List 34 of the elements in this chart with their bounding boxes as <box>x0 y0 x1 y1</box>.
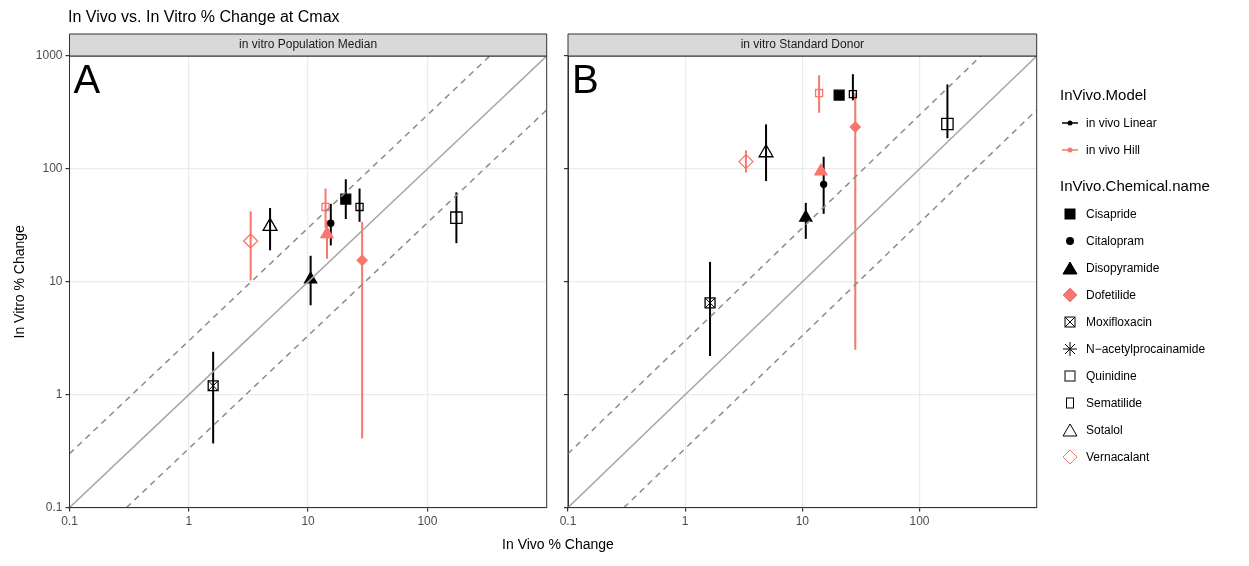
legend-label: Sotalol <box>1085 421 1124 439</box>
y-axis-title: In Vitro % Change <box>11 224 28 339</box>
legend-label: in vivo Linear <box>1085 114 1158 132</box>
y-tick-label: 10 <box>49 274 63 289</box>
x-tick-label: 1 <box>681 514 689 529</box>
x-axis-title: In Vivo % Change <box>501 536 615 552</box>
x-tick-label: 0.1 <box>559 514 577 529</box>
y-tick-label: 100 <box>42 161 63 176</box>
chart-subtitle: in vitro Population Median <box>239 37 378 52</box>
legend-label: Citalopram <box>1085 232 1146 250</box>
annotation: B <box>572 57 599 102</box>
legend-label: Moxifloxacin <box>1085 313 1154 331</box>
legend-label: Quinidine <box>1085 367 1138 385</box>
x-tick-label: 10 <box>795 514 810 529</box>
annotation: A <box>73 57 101 102</box>
x-tick-label: 10 <box>301 514 316 529</box>
x-tick-label: 100 <box>909 514 930 529</box>
legend-label: Dofetilide <box>1085 286 1138 304</box>
y-tick-label: 1000 <box>35 48 63 63</box>
chart-subtitle: in vitro Standard Donor <box>740 37 865 52</box>
legend-label: Sematilide <box>1085 394 1144 412</box>
text: InVivo.Chemical.name <box>1060 177 1210 194</box>
legend-label: N−acetylprocainamide <box>1085 340 1207 358</box>
chart-title: In Vivo vs. In Vitro % Change at Cmax <box>68 8 340 26</box>
y-tick-label: 0.1 <box>45 499 63 514</box>
legend-label: Cisapride <box>1085 205 1138 223</box>
x-tick-label: 0.1 <box>61 514 79 529</box>
legend-title: InVivo.Model <box>1060 86 1148 103</box>
x-tick-label: 100 <box>417 514 438 529</box>
legend-label: Vernacalant <box>1085 448 1151 466</box>
x-tick-label: 1 <box>185 514 193 529</box>
legend-label: in vivo Hill <box>1085 141 1141 159</box>
legend-label: Disopyramide <box>1085 259 1161 277</box>
y-tick-label: 1 <box>55 387 63 402</box>
